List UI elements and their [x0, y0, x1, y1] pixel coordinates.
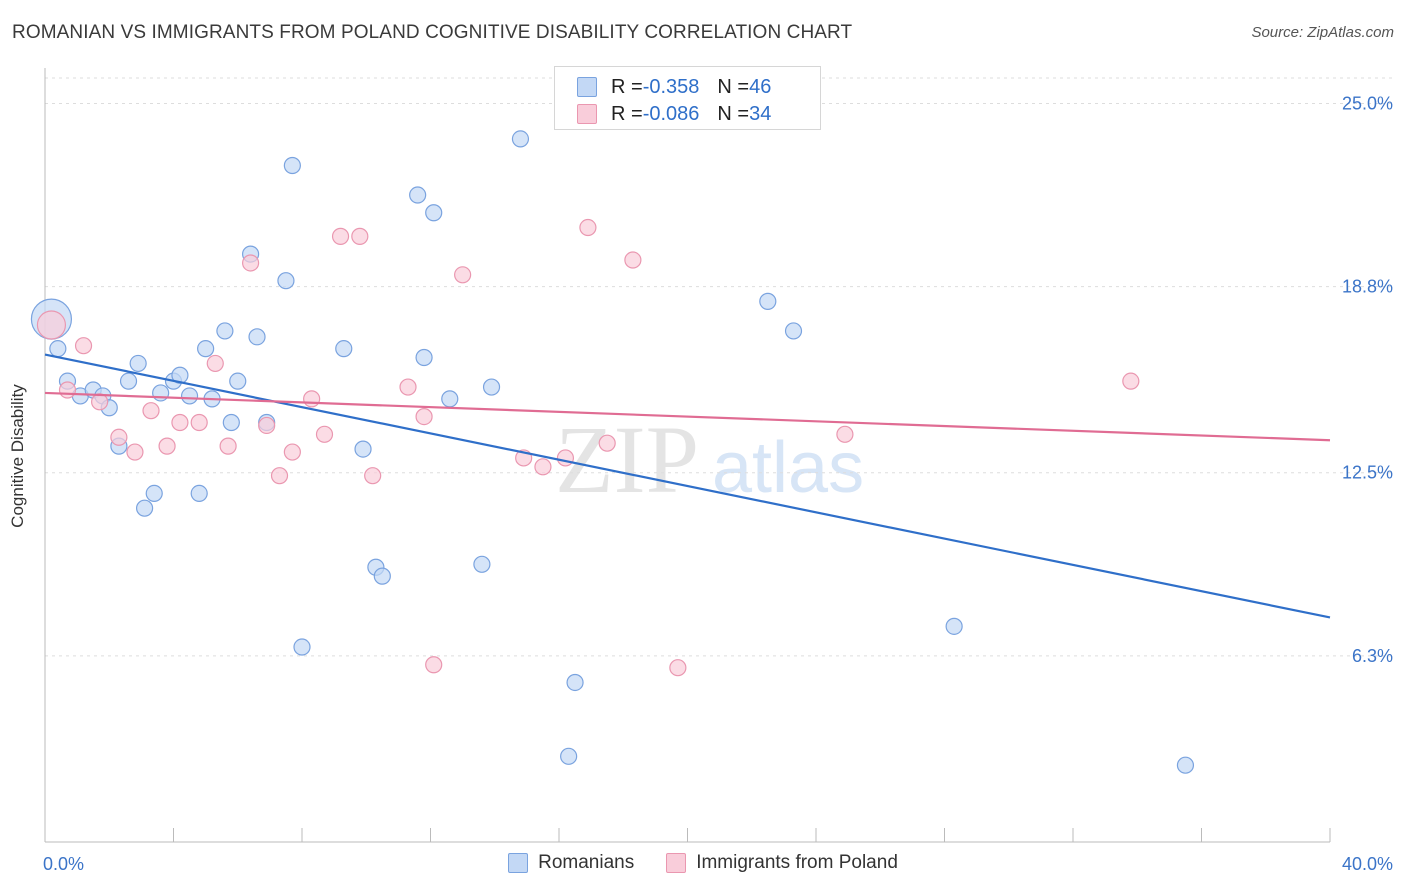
poland-point: [258, 416, 276, 435]
legend-item-romanians[interactable]: Romanians: [508, 852, 634, 874]
poland-point: [836, 425, 854, 443]
romanian-point: [135, 499, 154, 517]
poland-point: [190, 413, 208, 432]
poland-point: [364, 467, 382, 485]
romanian-point: [441, 390, 459, 408]
legend-row-poland: R = -0.086 N = 34: [577, 102, 771, 126]
romanian-point: [373, 567, 391, 585]
watermark-atlas: atlas: [712, 428, 864, 508]
romanian-point: [49, 340, 67, 358]
watermark-zip: ZIP: [555, 406, 699, 513]
poland-point: [36, 310, 67, 340]
y-tick-label-3: 25.0%: [1342, 93, 1393, 113]
r-label: R =: [611, 102, 643, 125]
legend-item-poland[interactable]: Immigrants from Poland: [666, 852, 898, 874]
romanian-point: [945, 617, 963, 635]
poland-point: [142, 402, 160, 420]
poland-point: [669, 659, 687, 677]
romanian-point: [425, 204, 443, 222]
poland-point: [91, 393, 109, 411]
romanian-point: [197, 340, 215, 358]
poland-point: [351, 227, 369, 245]
romanian-point: [354, 440, 372, 458]
romanian-point: [409, 186, 427, 204]
romanian-point: [566, 673, 584, 692]
romanian-trend-line: [44, 353, 1331, 619]
y-tick-label-2: 18.8%: [1342, 277, 1393, 297]
poland-point: [206, 354, 224, 373]
poland-point: [598, 434, 616, 452]
r-label: R =: [611, 75, 643, 98]
romanian-point: [482, 378, 501, 396]
legend-swatch-poland: [666, 853, 687, 873]
chart-title: ROMANIAN VS IMMIGRANTS FROM POLAND COGNI…: [12, 22, 853, 43]
poland-point: [58, 381, 77, 399]
poland-point: [1122, 372, 1140, 390]
romanian-point: [248, 328, 266, 346]
legend-swatch-romanians: [577, 77, 597, 97]
romanian-point: [283, 156, 301, 175]
romanian-point: [415, 348, 433, 367]
poland-point: [331, 227, 350, 245]
poland-point: [415, 407, 433, 426]
legend-label-poland: Immigrants from Poland: [696, 852, 898, 873]
poland-point: [556, 449, 575, 467]
poland-point: [315, 425, 334, 443]
correlation-legend: R = -0.358 N = 46 R = -0.086 N = 34: [554, 66, 821, 130]
romanian-point: [180, 387, 199, 405]
y-tick-label-1: 12.5%: [1342, 463, 1393, 483]
r-value-romanians: -0.358: [642, 75, 700, 98]
poland-point: [624, 251, 642, 269]
romanian-point: [216, 322, 234, 340]
romanian-point: [119, 372, 138, 390]
poland-point: [579, 218, 597, 237]
poland-point: [534, 458, 552, 476]
series-legend: Romanians Immigrants from Poland: [0, 852, 1406, 874]
legend-swatch-poland: [577, 104, 597, 124]
poland-point: [283, 443, 301, 461]
poland-point: [425, 656, 443, 674]
romanian-point: [511, 130, 530, 148]
romanian-point: [129, 354, 147, 373]
poland-point: [242, 254, 260, 272]
poland-point: [219, 437, 237, 455]
poland-point: [399, 378, 417, 396]
n-label: N =: [717, 75, 750, 98]
romanian-point: [293, 638, 311, 656]
x-tick-label-1: 40.0%: [1342, 854, 1393, 874]
poland-point: [74, 337, 93, 355]
source-label: Source: ZipAtlas.com: [1251, 24, 1394, 41]
romanian-point: [335, 340, 353, 358]
romanian-point: [1176, 756, 1195, 774]
romanian-point: [152, 384, 170, 402]
poland-point: [171, 413, 189, 432]
legend-label-romanians: Romanians: [538, 852, 635, 873]
n-value-poland: 34: [749, 102, 772, 125]
romanian-point: [784, 322, 803, 340]
romanian-point: [473, 555, 491, 573]
romanian-point: [222, 413, 240, 432]
legend-row-romanians: R = -0.358 N = 46: [577, 75, 771, 99]
n-value-romanians: 46: [749, 75, 772, 98]
n-label: N =: [717, 102, 750, 125]
poland-point: [158, 437, 176, 455]
romanian-point: [560, 747, 578, 765]
romanian-point: [277, 272, 295, 290]
poland-point: [454, 266, 472, 284]
romanian-point: [145, 484, 163, 503]
x-tick-label-0: 0.0%: [43, 854, 84, 874]
r-value-poland: -0.086: [642, 102, 700, 125]
y-tick-label-0: 6.3%: [1352, 646, 1393, 666]
romanian-point: [190, 484, 208, 503]
poland-point: [270, 467, 289, 485]
romanian-point: [759, 292, 777, 310]
poland-trend-line: [44, 391, 1331, 442]
romanian-point: [229, 372, 247, 390]
poland-point: [110, 428, 128, 446]
poland-point: [126, 443, 144, 461]
legend-swatch-romanians: [508, 853, 529, 873]
poland-point: [303, 390, 321, 408]
